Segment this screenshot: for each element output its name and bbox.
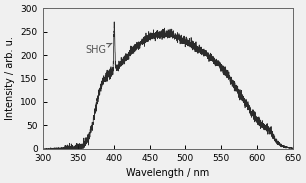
Y-axis label: Intensity / arb. u.: Intensity / arb. u. bbox=[5, 37, 15, 120]
X-axis label: Wavelength / nm: Wavelength / nm bbox=[126, 168, 209, 178]
Text: SHG: SHG bbox=[86, 43, 112, 55]
